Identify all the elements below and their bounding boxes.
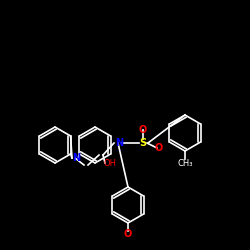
Text: O: O — [124, 229, 132, 239]
Text: O: O — [155, 143, 163, 153]
Text: S: S — [140, 138, 146, 148]
Text: N: N — [72, 153, 80, 163]
Text: O: O — [139, 125, 147, 135]
Text: CH₃: CH₃ — [177, 160, 193, 168]
Text: N: N — [115, 138, 123, 148]
Text: OH: OH — [104, 158, 117, 168]
